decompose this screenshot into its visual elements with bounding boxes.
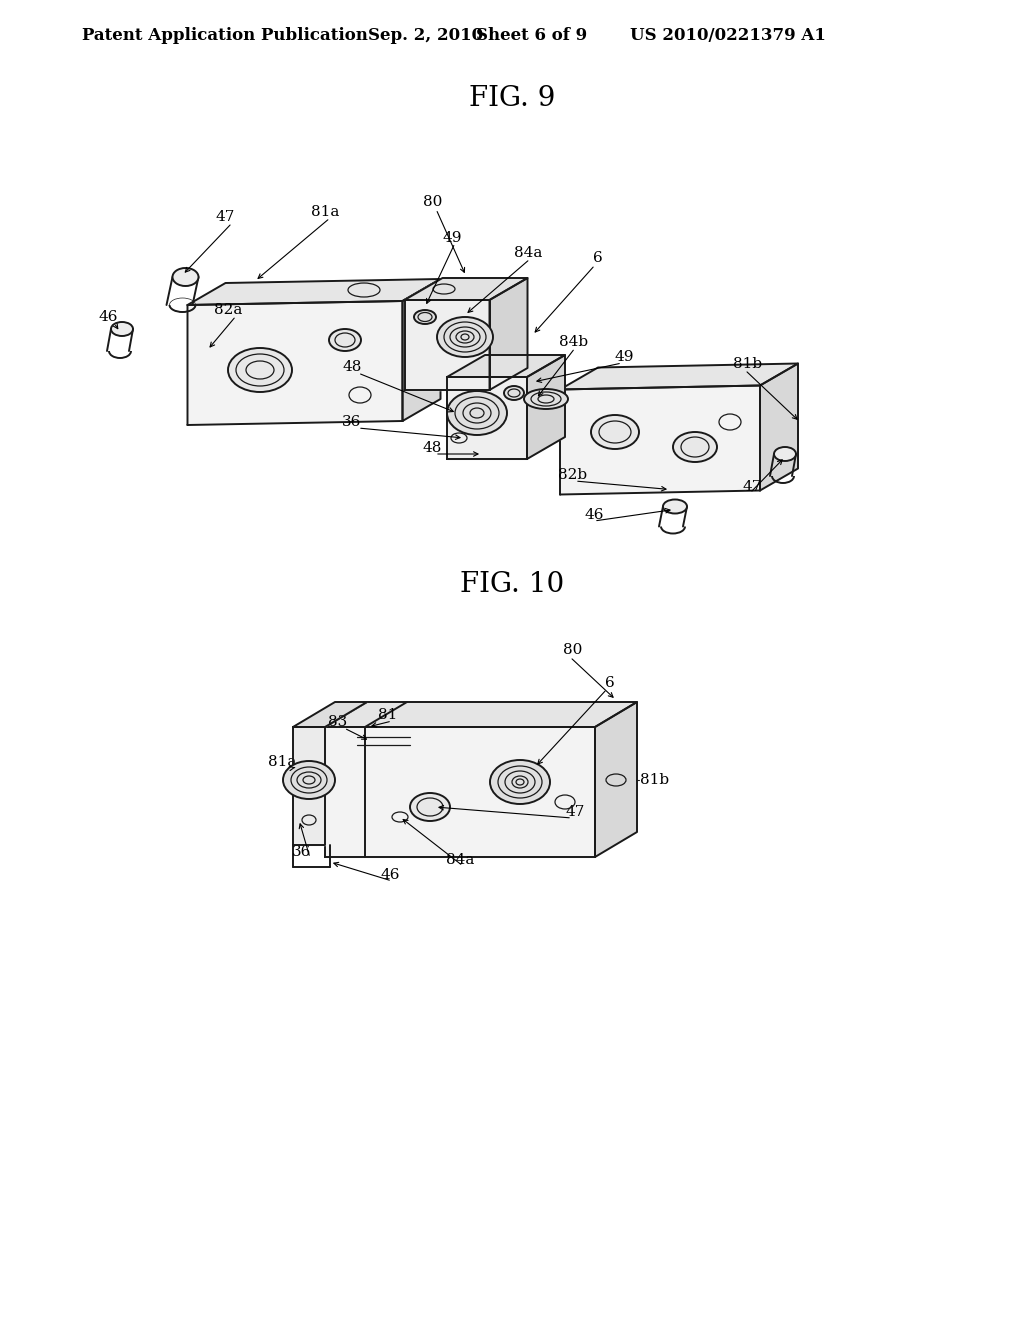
Text: Sep. 2, 2010: Sep. 2, 2010 (368, 26, 483, 44)
Text: Patent Application Publication: Patent Application Publication (82, 26, 368, 44)
Polygon shape (760, 363, 798, 491)
Polygon shape (404, 279, 527, 300)
Text: 80: 80 (423, 195, 442, 209)
Text: 81b: 81b (640, 774, 669, 787)
Text: 48: 48 (422, 441, 441, 455)
Polygon shape (293, 727, 325, 845)
Text: 36: 36 (292, 845, 311, 859)
Text: 47: 47 (565, 805, 585, 818)
Ellipse shape (437, 317, 493, 356)
Text: 82b: 82b (558, 469, 588, 482)
Ellipse shape (591, 414, 639, 449)
Ellipse shape (774, 447, 796, 461)
Polygon shape (447, 355, 565, 378)
Ellipse shape (111, 322, 133, 337)
Text: 83: 83 (329, 715, 347, 729)
Text: 47: 47 (215, 210, 234, 224)
Polygon shape (402, 279, 440, 421)
Ellipse shape (504, 385, 524, 400)
Ellipse shape (410, 793, 450, 821)
Polygon shape (560, 363, 798, 389)
Polygon shape (404, 300, 489, 389)
Text: 80: 80 (563, 643, 583, 657)
Ellipse shape (172, 268, 199, 286)
Text: 84b: 84b (559, 335, 589, 348)
Text: 46: 46 (585, 508, 604, 521)
Text: 6: 6 (605, 676, 614, 690)
Text: 82a: 82a (214, 304, 243, 317)
Polygon shape (447, 378, 527, 459)
Text: 84a: 84a (514, 246, 542, 260)
Text: Sheet 6 of 9: Sheet 6 of 9 (476, 26, 587, 44)
Polygon shape (187, 301, 402, 425)
Polygon shape (293, 702, 367, 727)
Text: 46: 46 (380, 869, 399, 882)
Ellipse shape (447, 391, 507, 436)
Text: 84a: 84a (445, 853, 474, 867)
Polygon shape (595, 702, 637, 857)
Ellipse shape (414, 310, 436, 323)
Text: 6: 6 (593, 251, 603, 265)
Text: 81a: 81a (268, 755, 296, 770)
Text: 46: 46 (98, 310, 118, 323)
Ellipse shape (228, 348, 292, 392)
Text: FIG. 9: FIG. 9 (469, 84, 555, 111)
Ellipse shape (329, 329, 361, 351)
Polygon shape (187, 279, 440, 305)
Text: 81: 81 (378, 708, 397, 722)
Polygon shape (560, 385, 760, 495)
Ellipse shape (673, 432, 717, 462)
Polygon shape (325, 727, 595, 857)
Ellipse shape (490, 760, 550, 804)
Text: 49: 49 (614, 350, 634, 364)
Text: 48: 48 (342, 360, 361, 374)
Text: US 2010/0221379 A1: US 2010/0221379 A1 (630, 26, 826, 44)
Text: 49: 49 (442, 231, 462, 246)
Text: 47: 47 (742, 480, 762, 494)
Polygon shape (325, 702, 637, 727)
Ellipse shape (663, 499, 687, 513)
Text: FIG. 10: FIG. 10 (460, 570, 564, 598)
Polygon shape (489, 279, 527, 389)
Text: 81b: 81b (733, 356, 763, 371)
Ellipse shape (524, 389, 568, 409)
Polygon shape (527, 355, 565, 459)
Ellipse shape (283, 762, 335, 799)
Text: 81a: 81a (311, 205, 339, 219)
Text: 36: 36 (342, 414, 361, 429)
